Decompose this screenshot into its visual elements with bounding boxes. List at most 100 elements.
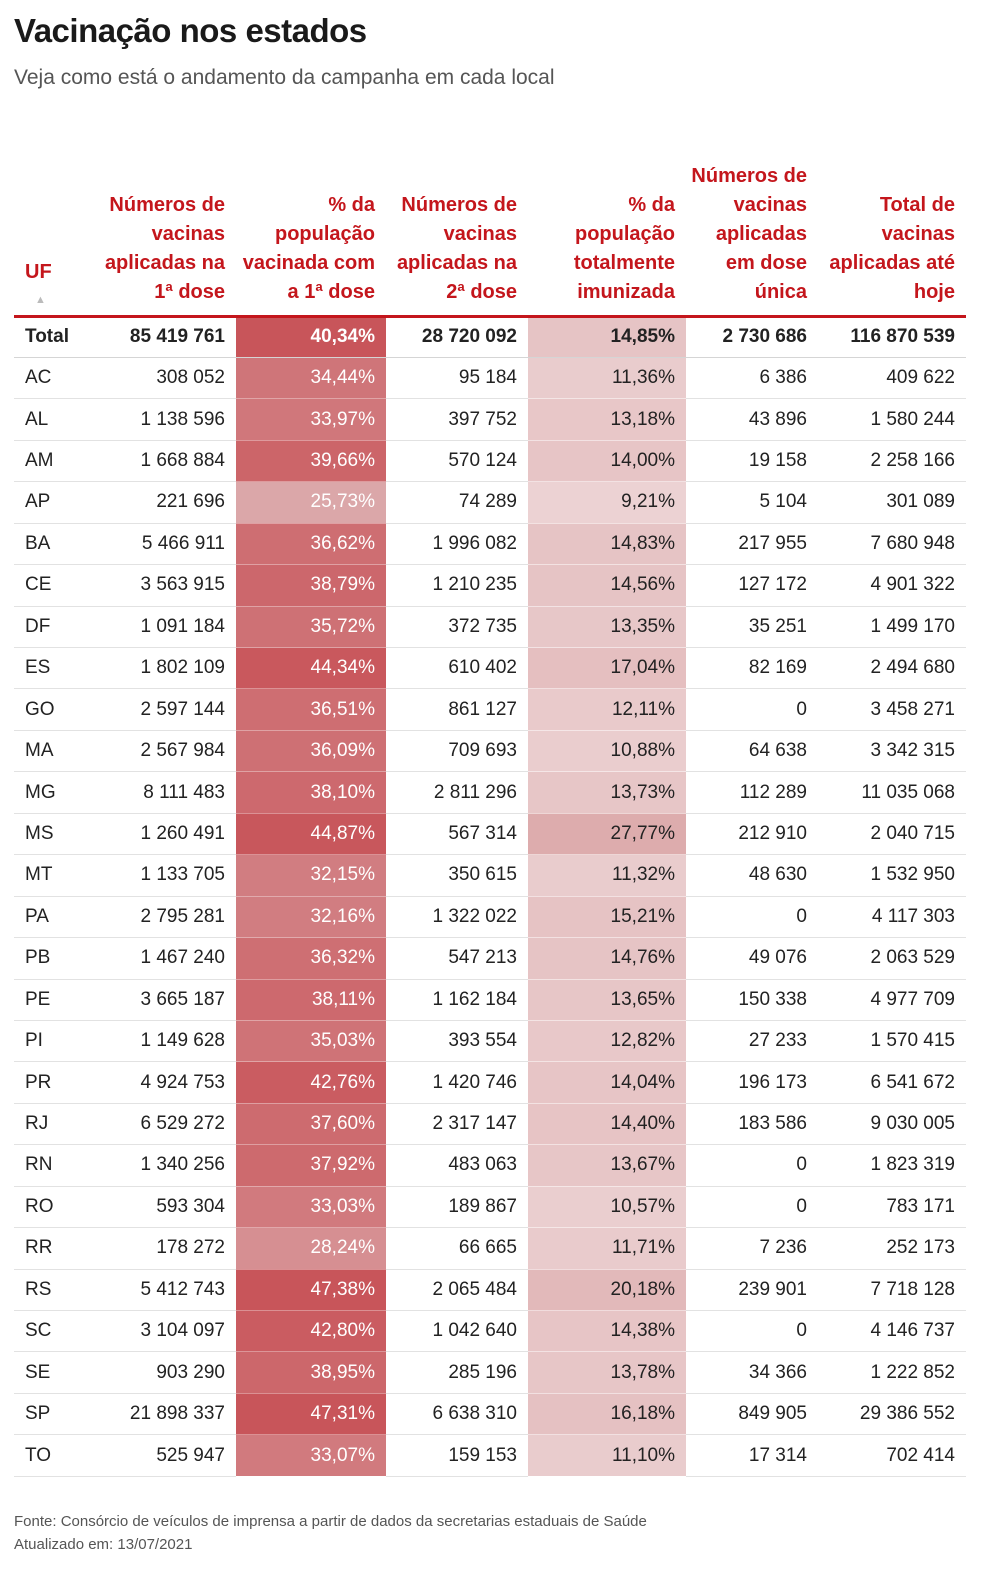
cell-uf: AC — [14, 357, 98, 400]
cell-dose2: 1 210 235 — [386, 564, 528, 607]
cell-pct-dose1: 36,62% — [236, 523, 386, 566]
cell-single-dose: 183 586 — [686, 1103, 818, 1146]
cell-single-dose: 48 630 — [686, 854, 818, 897]
cell-uf: PA — [14, 896, 98, 939]
column-header-dose2[interactable]: Números de vacinas aplicadas na 2ª dose — [386, 126, 528, 318]
cell-dose1: 221 696 — [98, 481, 236, 524]
table-row: SP 21 898 337 47,31% 6 638 310 16,18% 849 905… — [14, 1393, 966, 1436]
cell-uf: PB — [14, 937, 98, 980]
cell-pct-full: 13,18% — [528, 398, 686, 441]
cell-pct-full: 13,65% — [528, 979, 686, 1021]
cell-dose1: 1 149 628 — [98, 1020, 236, 1063]
cell-pct-dose1: 44,34% — [236, 647, 386, 690]
page-subtitle: Veja como está o andamento da campanha e… — [14, 66, 555, 89]
cell-single-dose: 112 289 — [686, 771, 818, 814]
cell-single-dose: 49 076 — [686, 937, 818, 980]
column-header-dose1[interactable]: Números de vacinas aplicadas na 1ª dose — [98, 126, 236, 318]
cell-dose1: 4 924 753 — [98, 1061, 236, 1104]
cell-uf: MT — [14, 854, 98, 897]
cell-pct-full: 11,71% — [528, 1227, 686, 1270]
cell-uf: PE — [14, 979, 98, 1021]
table-row: MS 1 260 491 44,87% 567 314 27,77% 212 910 2 0… — [14, 813, 966, 856]
cell-dose1: 1 260 491 — [98, 813, 236, 856]
cell-uf: RJ — [14, 1103, 98, 1146]
cell-dose1: 3 563 915 — [98, 564, 236, 607]
column-header-uf[interactable]: UF ▲ — [14, 126, 98, 318]
table-row: AP 221 696 25,73% 74 289 9,21% 5 104 301 089 — [14, 481, 966, 524]
cell-single-dose: 64 638 — [686, 730, 818, 773]
cell-uf: PI — [14, 1020, 98, 1063]
table-row: PE 3 665 187 38,11% 1 162 184 13,65% 150 338 4… — [14, 979, 966, 1021]
cell-total: 9 030 005 — [818, 1103, 966, 1146]
cell-dose1: 593 304 — [98, 1186, 236, 1229]
cell-pct-dose1: 47,38% — [236, 1269, 386, 1312]
cell-uf: GO — [14, 688, 98, 731]
table-row: AM 1 668 884 39,66% 570 124 14,00% 19 158 2 25… — [14, 440, 966, 483]
cell-total: 3 342 315 — [818, 730, 966, 773]
column-header-pct-full[interactable]: % da população totalmente imunizada — [528, 126, 686, 318]
cell-single-dose: 35 251 — [686, 606, 818, 649]
cell-total: 2 040 715 — [818, 813, 966, 856]
cell-pct-dose1: 37,92% — [236, 1144, 386, 1187]
cell-pct-full: 9,21% — [528, 481, 686, 524]
cell-uf: RR — [14, 1227, 98, 1270]
cell-uf: TO — [14, 1434, 98, 1477]
cell-single-dose: 7 236 — [686, 1227, 818, 1270]
cell-uf: ES — [14, 647, 98, 690]
cell-uf: DF — [14, 606, 98, 649]
cell-dose2: 1 420 746 — [386, 1061, 528, 1104]
cell-total: 409 622 — [818, 357, 966, 400]
cell-pct-dose1: 44,87% — [236, 813, 386, 856]
cell-single-dose: 127 172 — [686, 564, 818, 607]
source-note: Fonte: Consórcio de veículos de imprensa… — [14, 1513, 647, 1530]
cell-total: 116 870 539 — [818, 316, 966, 358]
cell-pct-full: 12,82% — [528, 1020, 686, 1063]
cell-total: 4 977 709 — [818, 979, 966, 1021]
cell-uf: BA — [14, 523, 98, 566]
cell-total: 1 580 244 — [818, 398, 966, 441]
cell-dose1: 1 138 596 — [98, 398, 236, 441]
table-row: SC 3 104 097 42,80% 1 042 640 14,38% 0 4 146 7… — [14, 1310, 966, 1353]
cell-dose2: 547 213 — [386, 937, 528, 980]
cell-dose2: 1 042 640 — [386, 1310, 528, 1353]
sort-ascending-icon[interactable]: ▲ — [35, 293, 46, 306]
table-row: SE 903 290 38,95% 285 196 13,78% 34 366 1 222 … — [14, 1351, 966, 1394]
cell-dose1: 1 467 240 — [98, 937, 236, 980]
cell-dose2: 350 615 — [386, 854, 528, 897]
table-row: PI 1 149 628 35,03% 393 554 12,82% 27 233 1 57… — [14, 1020, 966, 1063]
cell-dose2: 6 638 310 — [386, 1393, 528, 1436]
cell-pct-full: 17,04% — [528, 647, 686, 690]
cell-uf: SC — [14, 1310, 98, 1353]
cell-dose1: 6 529 272 — [98, 1103, 236, 1146]
cell-pct-full: 14,38% — [528, 1310, 686, 1353]
column-header-pct-dose1[interactable]: % da população vacinada com a 1ª dose — [236, 126, 386, 318]
cell-pct-full: 13,78% — [528, 1351, 686, 1394]
cell-dose1: 21 898 337 — [98, 1393, 236, 1436]
cell-pct-dose1: 47,31% — [236, 1393, 386, 1436]
cell-dose2: 28 720 092 — [386, 316, 528, 358]
cell-dose2: 74 289 — [386, 481, 528, 524]
cell-total: 11 035 068 — [818, 771, 966, 814]
cell-pct-full: 14,76% — [528, 937, 686, 980]
cell-dose1: 8 111 483 — [98, 771, 236, 814]
cell-uf: AL — [14, 398, 98, 441]
cell-total: 702 414 — [818, 1434, 966, 1477]
cell-single-dose: 82 169 — [686, 647, 818, 690]
cell-single-dose: 0 — [686, 1186, 818, 1229]
cell-single-dose: 34 366 — [686, 1351, 818, 1394]
cell-pct-dose1: 37,60% — [236, 1103, 386, 1146]
cell-single-dose: 0 — [686, 688, 818, 731]
cell-dose1: 1 668 884 — [98, 440, 236, 483]
cell-dose2: 189 867 — [386, 1186, 528, 1229]
cell-pct-full: 11,36% — [528, 357, 686, 400]
cell-pct-dose1: 40,34% — [236, 316, 386, 358]
cell-dose1: 85 419 761 — [98, 316, 236, 358]
column-header-total[interactable]: Total de vacinas aplicadas até hoje — [818, 126, 966, 318]
table-row: RJ 6 529 272 37,60% 2 317 147 14,40% 183 586 9… — [14, 1103, 966, 1146]
cell-dose2: 285 196 — [386, 1351, 528, 1394]
table-row: PR 4 924 753 42,76% 1 420 746 14,04% 196 173 6… — [14, 1061, 966, 1104]
cell-single-dose: 0 — [686, 896, 818, 939]
cell-pct-full: 14,85% — [528, 316, 686, 358]
column-header-single-dose[interactable]: Números de vacinas aplicadas em dose úni… — [686, 126, 818, 318]
cell-uf: MA — [14, 730, 98, 773]
